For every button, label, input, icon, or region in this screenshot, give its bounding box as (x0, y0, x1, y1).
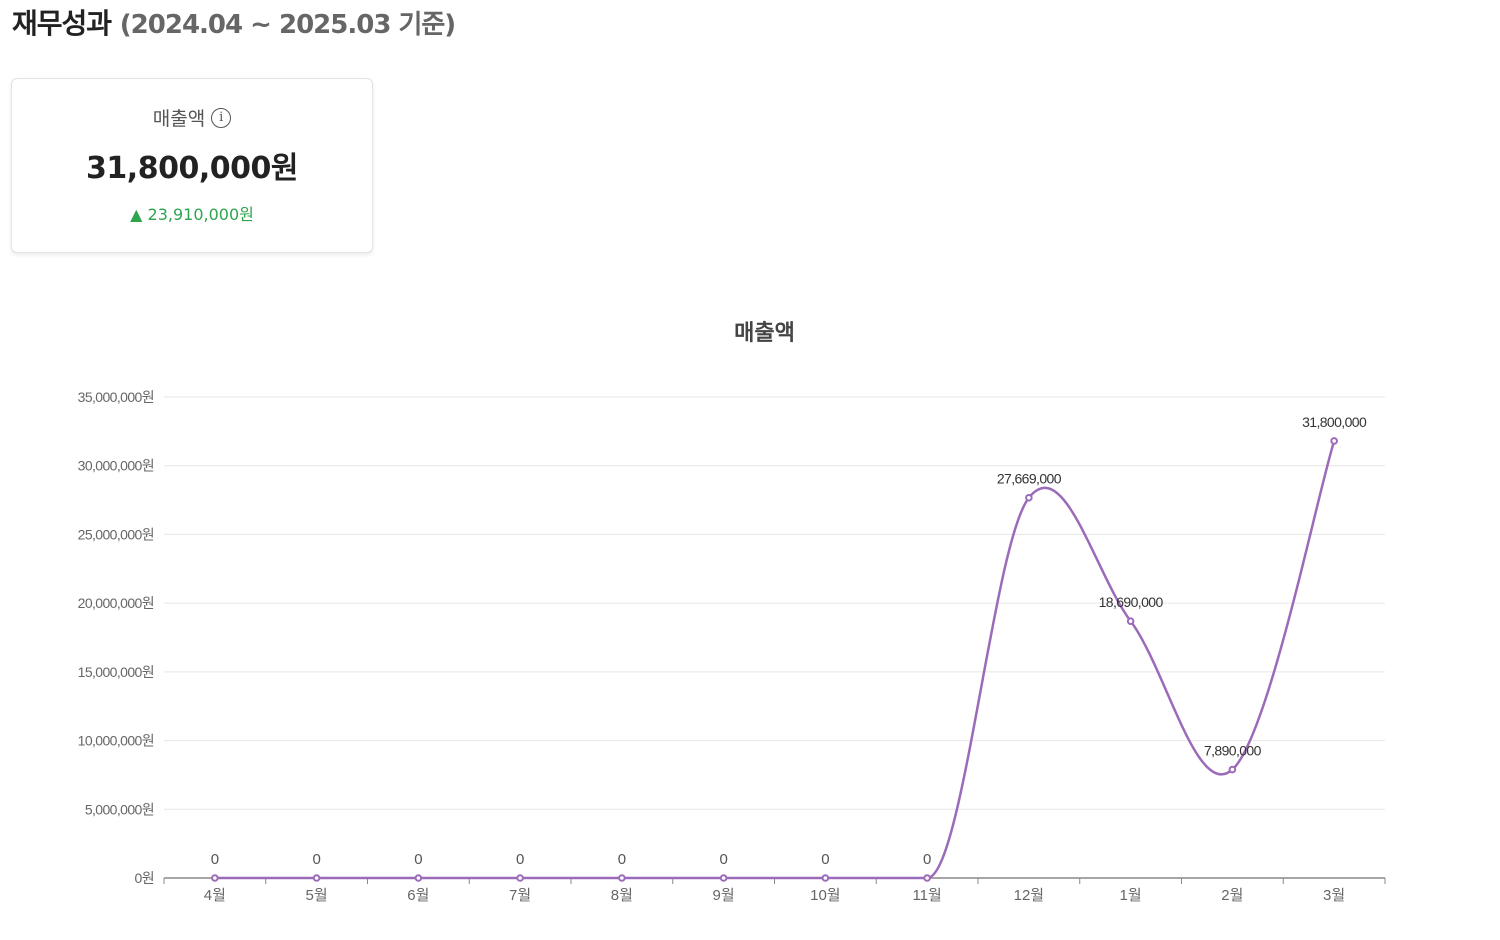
data-point (211, 874, 219, 882)
data-label: 0 (618, 851, 626, 868)
page-title-text: 재무성과 (12, 7, 112, 40)
data-label: 18,690,000 (1099, 594, 1164, 610)
x-tick-label: 4월 (204, 887, 226, 904)
page-period: (2024.04 ~ 2025.03 기준) (119, 10, 456, 40)
data-label: 31,800,000 (1302, 414, 1367, 430)
kpi-label-row: 매출액 i (12, 104, 372, 131)
data-label: 0 (211, 851, 219, 868)
x-tick-label: 3월 (1323, 887, 1345, 904)
x-tick-label: 12월 (1014, 887, 1045, 904)
data-label: 0 (719, 851, 727, 868)
data-point (719, 874, 728, 882)
kpi-value: 31,800,000원 (86, 151, 298, 186)
x-tick-label: 6월 (407, 887, 429, 904)
x-tick-label: 8월 (611, 887, 633, 904)
kpi-change-value: 23,910,000원 (147, 205, 254, 224)
data-point (312, 874, 321, 882)
y-tick-label: 0원 (135, 870, 154, 886)
data-point (923, 874, 931, 882)
y-tick-label: 10,000,000원 (78, 733, 154, 749)
page-title: 재무성과 (2024.04 ~ 2025.03 기준) (12, 2, 456, 42)
data-point (618, 874, 626, 882)
data-label: 7,890,000 (1204, 743, 1262, 759)
data-label: 27,669,000 (997, 471, 1062, 487)
x-tick-label: 7월 (509, 887, 531, 904)
data-label: 0 (516, 851, 524, 868)
x-tick-label: 2월 (1221, 887, 1243, 904)
data-label: 0 (312, 851, 320, 868)
revenue-line-chart: 매출액 0원 5,000,000원 10,000,000원 15,000,000원 20,… (78, 320, 1386, 904)
data-point (414, 874, 423, 882)
x-tick-label: 11월 (912, 887, 941, 904)
data-point (1330, 437, 1338, 445)
kpi-label: 매출액 (152, 108, 206, 130)
y-tick-label: 35,000,000원 (78, 389, 154, 405)
revenue-chart: 매출액 0원 5,000,000원 10,000,000원 15,000,000원 20,… (0, 300, 1500, 936)
chart-title: 매출액 (734, 320, 795, 345)
revenue-series-line (214, 440, 1336, 880)
x-tick-label: 10월 (810, 887, 841, 904)
x-tick-label: 1월 (1120, 887, 1142, 904)
y-tick-label: 25,000,000원 (78, 526, 154, 542)
data-point (1025, 493, 1033, 502)
data-label: 0 (414, 851, 422, 868)
kpi-change: ▲ 23,910,000원 (12, 201, 372, 225)
y-tick-label: 30,000,000원 (78, 458, 154, 474)
revenue-kpi-card: 매출액 i 31,800,000원 ▲ 23,910,000원 (11, 78, 373, 253)
data-point (1126, 617, 1135, 625)
data-point (1228, 765, 1237, 774)
data-point (516, 874, 524, 882)
data-label: 0 (821, 851, 829, 868)
x-tick-label: 9월 (713, 887, 735, 904)
y-tick-label: 5,000,000원 (85, 801, 154, 817)
info-icon[interactable]: i (211, 107, 232, 128)
y-tick-label: 15,000,000원 (78, 664, 154, 680)
up-arrow-icon: ▲ (130, 205, 143, 224)
y-tick-label: 20,000,000원 (78, 595, 154, 611)
x-tick-label: 5월 (306, 887, 328, 904)
data-label: 0 (923, 851, 931, 868)
data-point (821, 874, 830, 882)
